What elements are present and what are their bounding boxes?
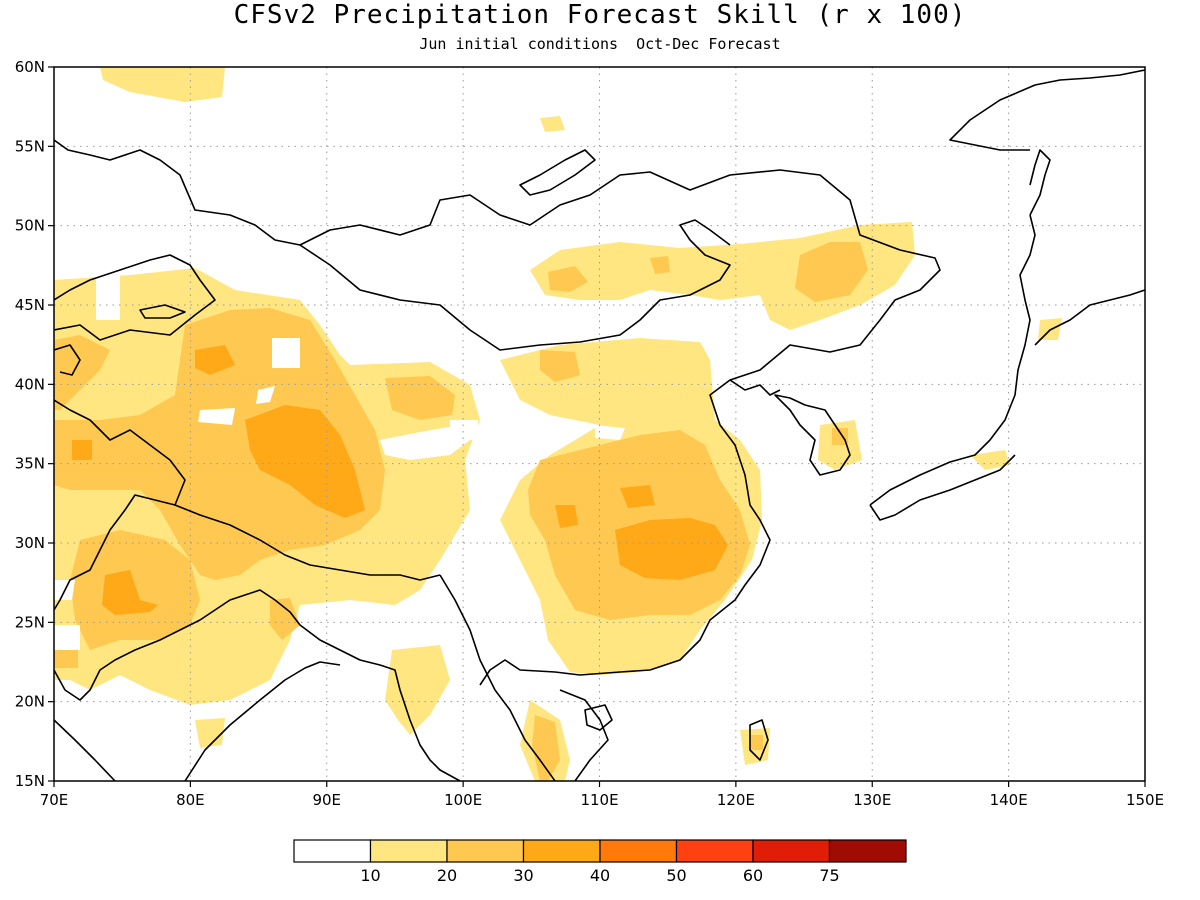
colorbar-label: 30 [513,866,533,885]
japan-honshu [869,214,1036,506]
x-tick-label: 70E [40,791,69,809]
skill-shading [54,67,1062,781]
border-india-coast [54,589,461,781]
x-tick-label: 150E [1126,791,1164,809]
skill-holes [54,275,625,650]
y-tick-label: 60N [15,58,45,76]
y-tick-label: 35N [15,455,45,473]
hokkaido [1034,289,1145,346]
colorbar-label: 10 [360,866,380,885]
taiwan [749,719,769,761]
x-tick-label: 100E [444,791,482,809]
y-tick-label: 20N [15,693,45,711]
x-tick-label: 130E [853,791,891,809]
colorbar-label: 60 [743,866,763,885]
colorbar-bin [369,839,448,863]
colorbar-label: 20 [437,866,457,885]
indochina-east [559,689,609,781]
border-mongolia [299,219,731,351]
border-himalaya [54,254,216,341]
colorbar-bin [752,839,831,863]
y-tick-label: 30N [15,534,45,552]
border-central-asia [54,139,941,686]
india-east-coast [184,661,341,781]
colorbar-bin [675,839,754,863]
colorbar-label: 50 [666,866,686,885]
indochina [439,574,556,781]
y-tick-label: 45N [15,296,45,314]
y-tick-label: 40N [15,375,45,393]
lake-baikal [519,149,596,196]
y-tick-label: 15N [15,772,45,790]
y-axis: 15N 20N 25N 30N 35N 40N 45N 50N 55N 60N [15,58,54,790]
colorbar: 10 20 30 40 50 60 75 [293,839,907,885]
x-tick-label: 90E [312,791,341,809]
x-tick-label: 110E [580,791,618,809]
border-tibet-south [54,399,186,611]
colorbar-label: 75 [819,866,839,885]
kamchatka [949,69,1145,151]
colorbar-bin [446,839,525,863]
hainan [584,704,613,731]
lake-balkhash [139,304,186,319]
bohai [729,379,781,396]
colorbar-bin [522,839,601,863]
x-axis: 70E 80E 90E 100E 110E 120E 130E 140E 150E [40,781,1164,809]
caspian-arm [54,344,81,376]
skill-region-30-40 [72,345,728,615]
y-tick-label: 55N [15,137,45,155]
x-tick-label: 140E [990,791,1028,809]
map-subtitle: Jun initial conditions Oct-Dec Forecast [419,35,781,53]
y-tick-label: 50N [15,217,45,235]
japan-south [869,454,1016,521]
map-title: CFSv2 Precipitation Forecast Skill (r x … [233,0,967,30]
y-tick-label: 25N [15,613,45,631]
sakhalin [1029,149,1051,216]
colorbar-label: 40 [590,866,610,885]
colorbar-bin [599,839,678,863]
coastlines [54,69,1145,781]
x-tick-label: 120E [717,791,755,809]
korea [774,394,851,476]
colorbar-bin [293,839,372,863]
border-himalaya-east [174,504,441,581]
colorbar-bin [828,839,907,863]
india-west-coast [54,719,116,781]
x-tick-label: 80E [176,791,205,809]
